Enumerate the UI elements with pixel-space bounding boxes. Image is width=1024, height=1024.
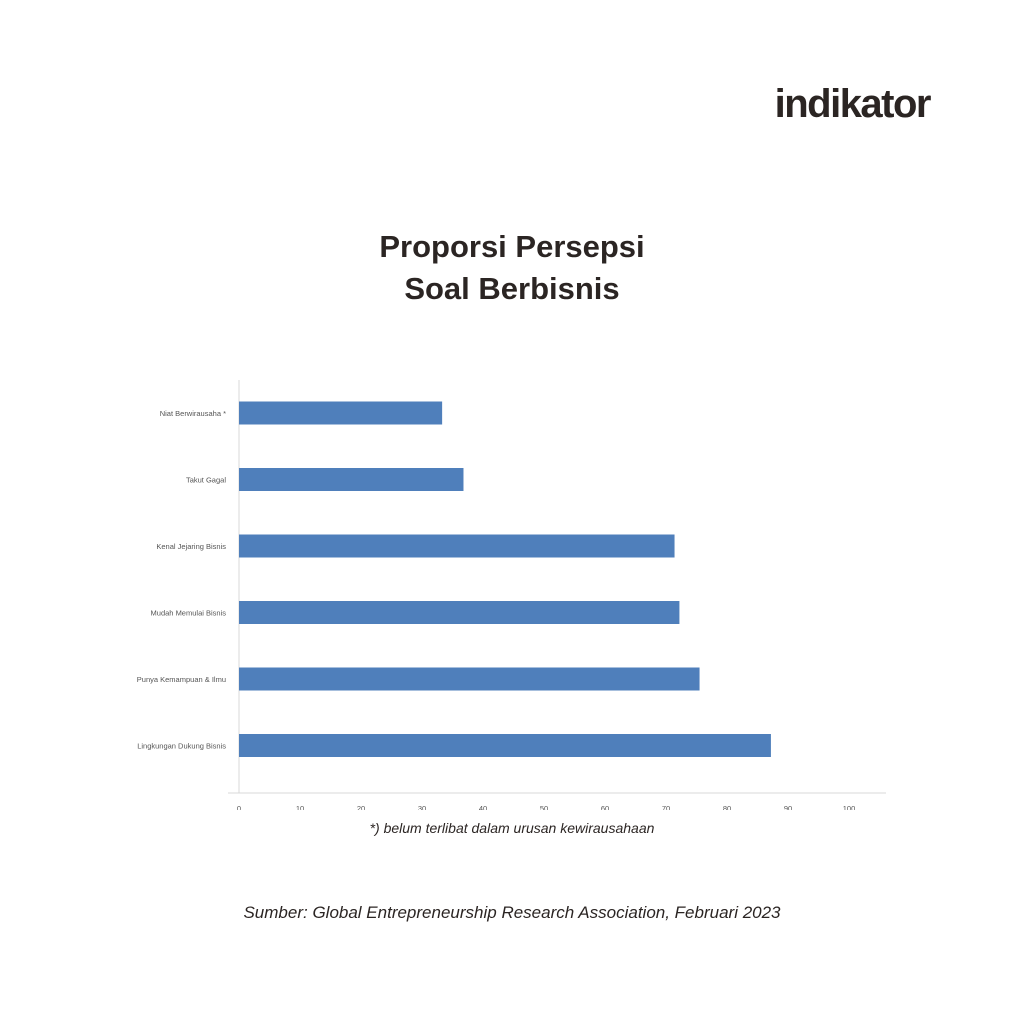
y-tick-label: Punya Kemampuan & Ilmu bbox=[137, 675, 226, 684]
chart-source: Sumber: Global Entrepreneurship Research… bbox=[243, 903, 781, 922]
bar bbox=[239, 468, 464, 491]
y-tick-label: Niat Berwirausaha * bbox=[160, 409, 226, 418]
x-tick-label: 90 bbox=[784, 804, 792, 810]
x-tick-label: 50 bbox=[540, 804, 548, 810]
bar bbox=[239, 734, 771, 757]
y-tick-label: Lingkungan Dukung Bisnis bbox=[137, 742, 226, 751]
x-tick-label: 20 bbox=[357, 804, 365, 810]
x-tick-label: 60 bbox=[601, 804, 609, 810]
bar bbox=[239, 667, 700, 691]
x-tick-label: 10 bbox=[296, 804, 304, 810]
x-tick-label: 0 bbox=[237, 804, 241, 810]
bar-chart: Niat Berwirausaha * Takut Gagal Kenal Jeja… bbox=[137, 380, 886, 810]
chart-footnote: *) belum terlibat dalam urusan kewirausa… bbox=[369, 820, 655, 836]
x-tick-label: 80 bbox=[723, 804, 731, 810]
x-tick-label: 40 bbox=[479, 804, 487, 810]
x-tick-label: 70 bbox=[662, 804, 670, 810]
y-tick-label: Mudah Memulai Bisnis bbox=[151, 609, 227, 618]
x-tick-label: 30 bbox=[418, 804, 426, 810]
chart-title-line-2: Soal Berbisnis bbox=[404, 271, 620, 306]
chart-title: Proporsi Persepsi Soal Berbisnis bbox=[0, 226, 1024, 310]
bar bbox=[239, 534, 675, 558]
brand-logo: indikator bbox=[774, 82, 932, 126]
bar bbox=[239, 401, 443, 425]
y-tick-label: Kenal Jejaring Bisnis bbox=[156, 542, 226, 551]
y-tick-label: Takut Gagal bbox=[186, 476, 226, 485]
bar bbox=[239, 601, 680, 624]
x-tick-label: 100 bbox=[843, 804, 856, 810]
chart-title-line-1: Proporsi Persepsi bbox=[379, 229, 645, 264]
